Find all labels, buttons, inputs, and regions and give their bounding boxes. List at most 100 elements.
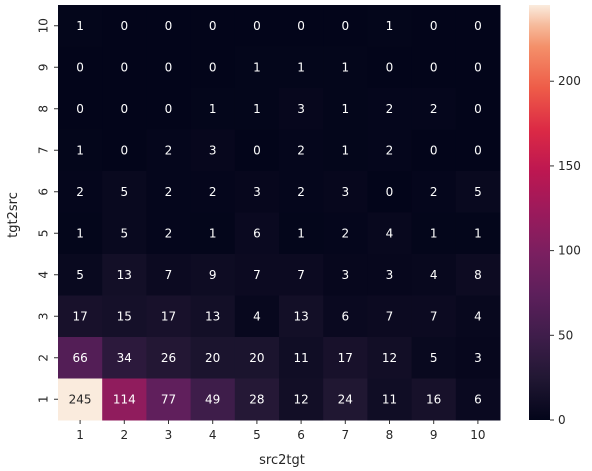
heatmap-cell-8-1 — [58, 88, 103, 130]
colorbar-gradient — [529, 5, 550, 420]
heatmap-cell-label: 2 — [386, 102, 394, 116]
colorbar-tick-label: 100 — [558, 244, 581, 258]
heatmap-cell-label: 2 — [430, 102, 438, 116]
heatmap-cell-4-5 — [234, 254, 280, 296]
colorbar-tick-label: 150 — [558, 159, 581, 173]
heatmap-cell-label: 0 — [474, 143, 482, 157]
heatmap-cell-9-7 — [323, 46, 368, 89]
heatmap-cell-label: 0 — [120, 60, 128, 74]
heatmap-cell-label: 3 — [386, 268, 394, 282]
heatmap-cell-label: 20 — [205, 351, 220, 365]
heatmap-cell-4-2 — [102, 254, 147, 296]
heatmap-cell-label: 77 — [161, 392, 176, 406]
heatmap-cell-label: 1 — [297, 226, 305, 240]
heatmap-cell-label: 5 — [430, 351, 438, 365]
heatmap-cell-label: 4 — [253, 309, 261, 323]
heatmap-cell-label: 1 — [474, 226, 482, 240]
heatmap-cell-label: 2 — [76, 185, 84, 199]
heatmap-cell-6-8 — [367, 171, 413, 213]
x-tick-label: 4 — [209, 428, 217, 442]
heatmap-cell-2-5 — [234, 337, 280, 379]
heatmap-cell-label: 1 — [430, 226, 438, 240]
heatmap-cell-8-4 — [190, 88, 236, 130]
heatmap-cell-2-2 — [102, 337, 147, 379]
heatmap-cell-label: 0 — [474, 102, 482, 116]
heatmap-cell-9-9 — [411, 46, 457, 89]
heatmap-cell-label: 13 — [205, 309, 220, 323]
x-tick-label: 8 — [386, 428, 394, 442]
y-tick-label: 8 — [37, 105, 51, 113]
heatmap-cell-9-4 — [190, 46, 236, 89]
heatmap-cell-label: 0 — [430, 19, 438, 33]
y-tick-label: 1 — [37, 395, 51, 403]
heatmap-cell-5-3 — [146, 212, 192, 255]
heatmap-cell-7-6 — [279, 129, 324, 172]
heatmap-cell-10-10 — [455, 5, 501, 47]
heatmap-cell-label: 17 — [338, 351, 353, 365]
heatmap-cell-label: 11 — [293, 351, 308, 365]
heatmap-cell-label: 7 — [297, 268, 305, 282]
heatmap-cell-label: 1 — [76, 226, 84, 240]
heatmap-cell-5-6 — [279, 212, 324, 255]
heatmap-cell-2-9 — [411, 337, 457, 379]
heatmap-cell-9-10 — [455, 46, 501, 89]
heatmap-cell-label: 12 — [293, 392, 308, 406]
x-tick-label: 5 — [253, 428, 261, 442]
heatmap-cell-label: 0 — [120, 143, 128, 157]
heatmap-cell-5-4 — [190, 212, 236, 255]
heatmap-cell-10-1 — [58, 5, 103, 47]
heatmap-cell-label: 6 — [474, 392, 482, 406]
heatmap-cell-7-9 — [411, 129, 457, 172]
heatmap-cell-label: 4 — [430, 268, 438, 282]
heatmap-cell-5-2 — [102, 212, 147, 255]
heatmap-cell-label: 0 — [474, 19, 482, 33]
heatmap-cell-3-7 — [323, 295, 368, 338]
y-tick-label: 10 — [37, 18, 51, 33]
heatmap-cell-9-3 — [146, 46, 192, 89]
heatmap-cell-label: 4 — [474, 309, 482, 323]
heatmap-cell-8-7 — [323, 88, 368, 130]
y-tick-label: 7 — [37, 146, 51, 154]
heatmap-cell-label: 0 — [386, 185, 394, 199]
heatmap-cell-4-9 — [411, 254, 457, 296]
heatmap-cell-label: 3 — [341, 185, 349, 199]
heatmap-cell-label: 11 — [382, 392, 397, 406]
heatmap-cell-label: 26 — [161, 351, 176, 365]
heatmap-cell-label: 1 — [297, 60, 305, 74]
x-tick-label: 2 — [120, 428, 128, 442]
heatmap-cell-5-5 — [234, 212, 280, 255]
x-tick-label: 9 — [430, 428, 438, 442]
heatmap-cell-label: 245 — [69, 392, 92, 406]
heatmap-cell-label: 0 — [253, 19, 261, 33]
heatmap-cell-label: 0 — [120, 102, 128, 116]
heatmap-cell-4-6 — [279, 254, 324, 296]
heatmap-cell-label: 0 — [120, 19, 128, 33]
heatmap-cell-9-2 — [102, 46, 147, 89]
heatmap-cell-label: 2 — [386, 143, 394, 157]
heatmap-cell-label: 7 — [165, 268, 173, 282]
heatmap-cell-label: 7 — [386, 309, 394, 323]
heatmap-cell-label: 20 — [249, 351, 264, 365]
x-tick-label: 6 — [297, 428, 305, 442]
heatmap-cell-3-10 — [455, 295, 501, 338]
heatmap-cell-label: 3 — [341, 268, 349, 282]
heatmap-cell-label: 2 — [209, 185, 217, 199]
heatmap-cell-label: 0 — [209, 19, 217, 33]
heatmap-cell-1-3 — [146, 378, 192, 421]
heatmap-cell-label: 1 — [209, 226, 217, 240]
heatmap-cell-8-2 — [102, 88, 147, 130]
heatmap-cell-label: 2 — [297, 185, 305, 199]
heatmap-cell-3-5 — [234, 295, 280, 338]
heatmap-cell-label: 3 — [209, 143, 217, 157]
heatmap-cell-label: 1 — [76, 143, 84, 157]
heatmap-cell-1-7 — [323, 378, 368, 421]
heatmap-cell-label: 7 — [430, 309, 438, 323]
heatmap-cell-6-2 — [102, 171, 147, 213]
heatmap-cell-label: 6 — [253, 226, 261, 240]
heatmap-cell-label: 1 — [253, 60, 261, 74]
heatmap-cell-9-6 — [279, 46, 324, 89]
heatmap-cell-label: 2 — [430, 185, 438, 199]
heatmap-cell-10-2 — [102, 5, 147, 47]
x-tick-label: 1 — [76, 428, 84, 442]
